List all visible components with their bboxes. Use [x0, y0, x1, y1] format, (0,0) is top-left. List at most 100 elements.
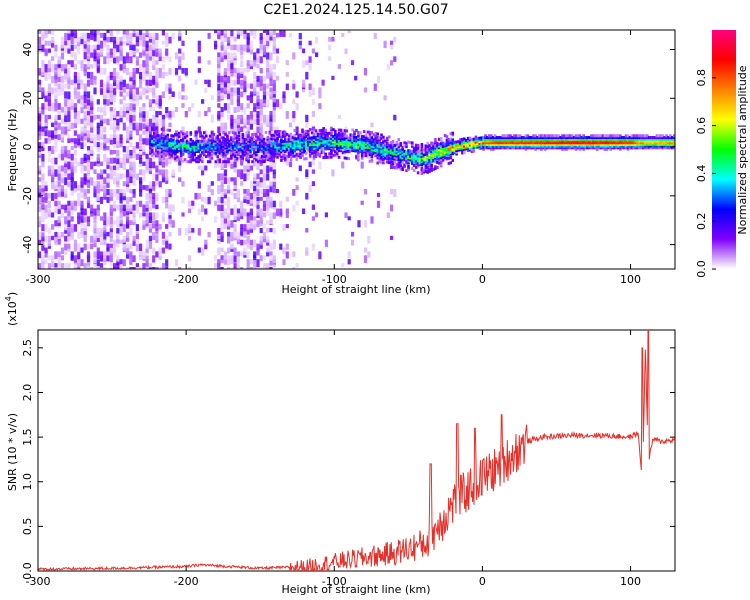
spectrogram-signal-cell — [355, 137, 358, 141]
spectrogram-signal-cell — [491, 142, 495, 146]
spectrogram-signal-cell — [258, 148, 262, 152]
spectrogram-signal-cell — [268, 151, 272, 155]
spectrogram-signal-cell — [634, 141, 637, 145]
spectrogram-signal-cell — [401, 168, 404, 172]
spectrogram-signal-cell — [324, 145, 327, 149]
spectrogram-signal-cell — [630, 146, 634, 150]
spectrogram-signal-cell — [353, 147, 356, 151]
spectrogram-noise-cell — [233, 165, 237, 173]
spectrogram-signal-cell — [172, 137, 175, 141]
spectrogram-signal-cell — [482, 139, 485, 143]
spectrogram-signal-cell — [151, 126, 154, 130]
spectrogram-signal-cell — [384, 156, 387, 160]
spectrogram-signal-cell — [447, 148, 451, 152]
spectrogram-signal-cell — [576, 146, 580, 150]
spectrogram-signal-cell — [203, 153, 206, 157]
spectrogram-signal-cell — [149, 131, 152, 135]
spectrogram-noise-cell — [57, 224, 61, 229]
spectrogram-signal-cell — [314, 142, 318, 146]
spectrogram-noise-cell — [90, 212, 94, 217]
spectrogram-noise-cell — [165, 200, 169, 209]
spectrogram-signal-cell — [276, 148, 279, 152]
spectrogram-noise-cell — [54, 122, 58, 128]
spectrogram-noise-cell — [122, 192, 126, 201]
spectrogram-signal-cell — [411, 161, 414, 165]
spectrogram-signal-cell — [391, 151, 395, 155]
spectrogram-signal-cell — [237, 141, 241, 145]
spectrogram-noise-cell — [54, 231, 58, 237]
spectrogram-signal-cell — [341, 144, 345, 148]
spectrogram-noise-cell — [119, 40, 123, 46]
spectrogram-signal-cell — [299, 142, 302, 146]
spectrogram-noise-cell — [145, 52, 149, 61]
spectrogram-signal-cell — [657, 136, 661, 140]
spectrogram-noise-cell — [47, 255, 51, 261]
spectrogram-signal-cell — [334, 153, 337, 157]
spectrogram-signal-cell — [518, 136, 522, 140]
spectrogram-noise-cell — [152, 181, 156, 187]
spectrogram-signal-cell — [324, 128, 327, 132]
spectrogram-signal-cell — [511, 146, 514, 150]
spectrogram-noise-cell — [178, 32, 182, 41]
spectrogram-signal-cell — [243, 138, 247, 141]
spectrogram-signal-cell — [414, 143, 418, 147]
spectrogram-signal-cell — [434, 148, 437, 152]
spectrogram-noise-cell — [99, 216, 104, 221]
spectrogram-noise-cell — [67, 228, 71, 235]
spectrogram-signal-cell — [445, 138, 449, 142]
spectrogram-noise-cell — [64, 243, 68, 251]
spectrogram-noise-cell — [308, 40, 312, 46]
spectrogram-noise-cell — [51, 192, 55, 201]
spectrogram-signal-cell — [495, 139, 499, 143]
spectrogram-signal-cell — [418, 154, 422, 158]
spectrogram-noise-cell — [47, 30, 51, 34]
spectrogram-signal-cell — [334, 133, 337, 137]
spectrogram-signal-cell — [547, 134, 551, 138]
spectrogram-signal-cell — [355, 135, 358, 139]
spectrogram-signal-cell — [191, 143, 195, 147]
spectrogram-signal-cell — [247, 143, 250, 147]
spectrogram-signal-cell — [409, 156, 412, 160]
spectrogram-signal-cell — [308, 153, 312, 157]
spectrogram-signal-cell — [249, 151, 252, 155]
spectrogram-signal-cell — [156, 137, 160, 141]
spectrogram-signal-cell — [530, 144, 533, 148]
spectrogram-signal-cell — [297, 140, 300, 144]
spectrogram-signal-cell — [283, 143, 287, 147]
spectrogram-signal-cell — [490, 141, 493, 145]
spectrogram-signal-cell — [289, 156, 293, 160]
spectrogram-noise-cell — [262, 91, 267, 100]
spectrogram-signal-cell — [416, 154, 420, 158]
spectrogram-signal-cell — [312, 141, 316, 145]
spectrogram-signal-cell — [549, 141, 553, 145]
spectrogram-signal-cell — [226, 144, 229, 148]
spectrogram-signal-cell — [617, 139, 620, 143]
spectrogram-signal-cell — [280, 131, 283, 135]
spectrogram-noise-cell — [129, 196, 133, 202]
spectrogram-signal-cell — [166, 140, 169, 144]
spectrogram-noise-cell — [174, 52, 179, 60]
spectrogram-signal-cell — [399, 152, 403, 156]
spectrogram-signal-cell — [360, 134, 364, 138]
spectrogram-signal-cell — [518, 142, 522, 146]
spectrogram-signal-cell — [162, 152, 166, 155]
spectrogram-noise-cell — [236, 99, 240, 107]
spectrogram-noise-cell — [220, 216, 224, 223]
spectrogram-signal-cell — [393, 157, 397, 161]
spectrogram-signal-cell — [183, 141, 187, 145]
spectrogram-signal-cell — [247, 138, 250, 141]
spectrogram-signal-cell — [378, 139, 381, 143]
spectrogram-signal-cell — [407, 140, 410, 144]
spectrogram-signal-cell — [611, 139, 614, 143]
spectrogram-noise-cell — [214, 263, 218, 268]
spectrogram-signal-cell — [542, 136, 545, 140]
spectrogram-signal-cell — [663, 144, 666, 148]
spectrogram-signal-cell — [316, 144, 320, 148]
spectrogram-signal-cell — [416, 159, 420, 163]
spectrogram-signal-cell — [382, 135, 385, 139]
spectrogram-signal-cell — [603, 139, 607, 143]
spectrogram-signal-cell — [168, 145, 171, 149]
spectrogram-noise-cell — [246, 224, 250, 230]
spectrogram-noise-cell — [64, 83, 68, 89]
spectrogram-noise-cell — [230, 56, 234, 63]
